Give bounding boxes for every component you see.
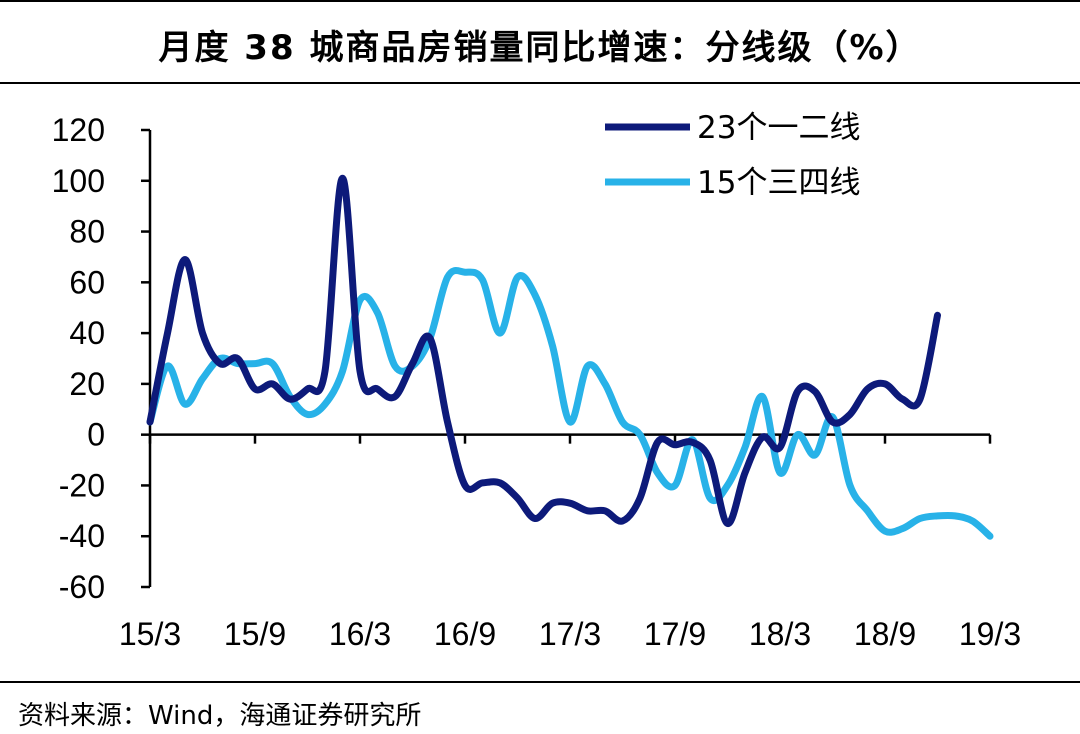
legend: 23个一二线 15个三四线: [605, 110, 860, 201]
title-rule-bottom: [0, 82, 1080, 84]
source-rule: [0, 681, 1080, 683]
y-tick-label: -20: [59, 467, 105, 503]
x-tick-label: 16/9: [434, 616, 496, 652]
title-rule-top: [0, 0, 1080, 2]
y-tick-label: -60: [59, 569, 105, 605]
x-tick-label: 17/3: [539, 616, 601, 652]
legend-label-1: 15个三四线: [697, 165, 860, 201]
x-tick-label: 15/3: [119, 616, 181, 652]
y-tick-label: 100: [52, 163, 105, 199]
x-tick-label: 18/9: [854, 616, 916, 652]
x-tick-label: 18/3: [749, 616, 811, 652]
series-line-0: [146, 174, 941, 528]
chart-axes: -60 -40 -20 0 20 40 60 80 100 120 15/3 15/9 16/3 16/9…: [52, 112, 1022, 652]
y-tick-label: -40: [59, 518, 105, 554]
series-layer: [146, 174, 994, 540]
y-tick-label: 80: [69, 214, 105, 250]
x-tick-label: 15/9: [224, 616, 286, 652]
y-tick-label: 40: [69, 315, 105, 351]
legend-label-0: 23个一二线: [697, 110, 860, 146]
y-tick-label: 120: [52, 112, 105, 148]
y-tick-label: 20: [69, 366, 105, 402]
x-tick-label: 17/9: [644, 616, 706, 652]
source-note: 资料来源：Wind，海通证券研究所: [18, 701, 422, 731]
chart-title: 月度 38 城商品房销量同比增速：分线级（%）: [158, 28, 922, 68]
series-line-1: [146, 266, 994, 540]
x-tick-label: 16/3: [329, 616, 391, 652]
y-tick-label: 0: [87, 417, 105, 453]
y-tick-label: 60: [69, 264, 105, 300]
x-tick-label: 19/3: [959, 616, 1021, 652]
